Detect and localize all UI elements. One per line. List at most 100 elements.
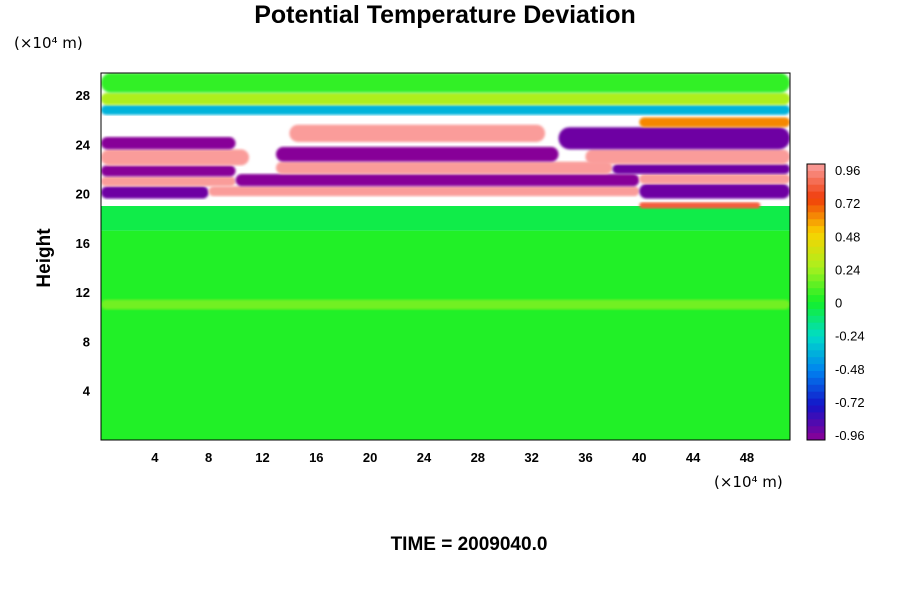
colorbar-ticks: 0.96 0.72 0.48 0.24 0 -0.24 -0.48 -0.72 -0.96 (835, 163, 865, 443)
heatmap-band (101, 149, 250, 166)
y-tick-label: 20 (76, 187, 90, 202)
colorbar-swatch (807, 426, 825, 434)
colorbar-swatch (807, 364, 825, 372)
colorbar-swatch (807, 253, 825, 262)
colorbar-swatch (807, 343, 825, 351)
colorbar-swatch (807, 233, 825, 241)
x-tick-label: 48 (740, 450, 754, 465)
colorbar-tick-label: 0 (835, 296, 842, 311)
heatmap-band (275, 161, 613, 174)
colorbar-swatch (807, 191, 825, 199)
heatmap-band (101, 165, 236, 177)
heatmap-band (639, 173, 790, 184)
heatmap-band (101, 176, 236, 187)
x-tick-label: 32 (524, 450, 538, 465)
colorbar-swatch (807, 308, 825, 317)
colorbar-swatch (807, 329, 825, 337)
colorbar-swatch (807, 322, 825, 331)
heatmap-band (275, 146, 559, 162)
colorbar-swatch (807, 302, 825, 310)
colorbar-swatch (807, 357, 825, 365)
colorbar-swatch (807, 226, 825, 234)
colorbar-swatch (807, 281, 825, 289)
colorbar-swatch (807, 246, 825, 255)
colorbar-swatch (807, 419, 825, 427)
colorbar-swatch (807, 198, 825, 206)
heatmap-band (639, 202, 761, 209)
y-axis-label: Height (34, 228, 55, 288)
colorbar-tick-label: 0.48 (835, 229, 860, 244)
x-tick-label: 12 (255, 450, 269, 465)
heatmap-band (289, 124, 546, 142)
colorbar-tick-label: 0.24 (835, 262, 860, 277)
x-tick-label: 8 (205, 450, 212, 465)
chart-title: Potential Temperature Deviation (254, 1, 636, 29)
y-tick-label: 16 (76, 236, 90, 251)
colorbar-swatch (807, 350, 825, 358)
heatmap-band (101, 137, 236, 150)
colorbar-tick-label: 0.96 (835, 163, 860, 178)
colorbar-swatch (807, 184, 825, 193)
plot-frame (100, 72, 791, 441)
x-axis-unit-label: (×10⁴ m) (714, 473, 783, 491)
heatmap-band (639, 183, 790, 199)
x-tick-label: 40 (632, 450, 646, 465)
y-axis-unit-label: (×10⁴ m) (14, 34, 83, 52)
heatmap-band (101, 105, 790, 115)
colorbar-swatch (807, 212, 825, 220)
colorbar-swatch (807, 274, 825, 282)
y-tick-label: 8 (83, 334, 90, 349)
y-tick-label: 4 (83, 384, 91, 399)
colorbar (806, 163, 826, 441)
colorbar-tick-label: 0.72 (835, 196, 860, 211)
heatmap-band (612, 164, 790, 174)
heatmap-band (585, 149, 790, 165)
colorbar-frame (806, 163, 826, 441)
x-tick-label: 44 (686, 450, 701, 465)
colorbar-swatch (807, 260, 825, 268)
colorbar-swatch (807, 164, 825, 172)
heatmap-band (208, 186, 640, 197)
colorbar-swatch (807, 219, 825, 227)
colorbar-tick-label: -0.96 (835, 428, 865, 443)
colorbar-swatch (807, 288, 825, 296)
heatmap-band (101, 230, 790, 440)
colorbar-swatch (807, 371, 825, 379)
x-tick-label: 20 (363, 450, 377, 465)
colorbar-swatch (807, 412, 825, 420)
y-tick-label: 28 (76, 88, 90, 103)
heatmap-band (101, 299, 790, 310)
colorbar-swatch (807, 267, 825, 275)
colorbar-swatch (807, 398, 825, 406)
heatmap-band (101, 92, 790, 106)
colorbar-swatch (807, 239, 825, 248)
y-tick-label: 12 (76, 285, 90, 300)
heatmap-band (235, 173, 640, 187)
y-tick-label: 24 (76, 137, 91, 152)
colorbar-tick-label: -0.48 (835, 362, 865, 377)
x-axis: 4 8 12 16 20 24 28 32 36 40 44 48 (151, 450, 754, 465)
x-tick-label: 24 (417, 450, 432, 465)
heatmap-band (639, 117, 790, 128)
colorbar-swatch (807, 336, 825, 344)
x-tick-label: 36 (578, 450, 592, 465)
colorbar-swatch (807, 315, 825, 324)
colorbar-tick-label: -0.72 (835, 395, 865, 410)
colorbar-swatch (807, 377, 825, 386)
colorbar-swatch (807, 295, 825, 303)
y-axis: 4 8 12 16 20 24 28 (76, 88, 91, 399)
colorbar-swatch (807, 433, 825, 441)
colorbar-swatch (807, 177, 825, 186)
heatmap-band (101, 73, 790, 93)
x-tick-label: 28 (471, 450, 485, 465)
x-tick-label: 4 (151, 450, 159, 465)
colorbar-swatch (807, 391, 825, 400)
time-label: TIME = 2009040.0 (391, 534, 548, 555)
heatmap-field (101, 73, 790, 440)
colorbar-swatch (807, 384, 825, 393)
colorbar-tick-label: -0.24 (835, 329, 865, 344)
heatmap-band (101, 206, 790, 231)
heatmap-band (558, 127, 790, 150)
x-tick-label: 16 (309, 450, 323, 465)
